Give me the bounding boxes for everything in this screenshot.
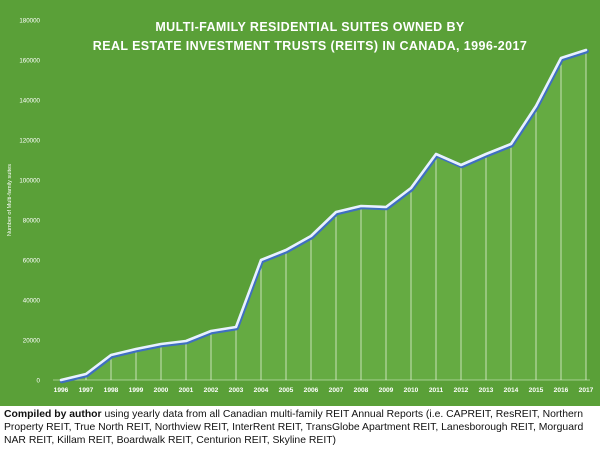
x-tick-label: 2000 — [154, 387, 169, 394]
y-axis-label: Number of Multi-family suites — [7, 164, 13, 236]
y-tick-label: 120000 — [19, 138, 40, 145]
x-tick-label: 2007 — [329, 387, 344, 394]
y-tick-label: 60000 — [23, 258, 41, 265]
x-tick-label: 2005 — [279, 387, 294, 394]
x-tick-label: 2006 — [304, 387, 319, 394]
x-tick-label: 2010 — [404, 387, 419, 394]
chart-title-line-1: MULTI-FAMILY RESIDENTIAL SUITES OWNED BY — [155, 20, 465, 34]
x-tick-label: 1997 — [79, 387, 94, 394]
y-tick-label: 100000 — [19, 178, 40, 185]
x-tick-label: 2002 — [204, 387, 219, 394]
area-fill — [61, 50, 586, 380]
y-tick-label: 40000 — [23, 298, 41, 305]
y-tick-label: 180000 — [19, 18, 40, 25]
x-tick-label: 1996 — [54, 387, 69, 394]
chart-area: 0 20000 40000 60000 80000 100000 120000 140000 1… — [0, 0, 600, 406]
x-tick-label: 2011 — [429, 387, 444, 394]
x-tick-label: 2016 — [554, 387, 569, 394]
x-tick-label: 2009 — [379, 387, 394, 394]
y-tick-label: 160000 — [19, 58, 40, 65]
x-tick-label: 2001 — [179, 387, 194, 394]
x-tick-label: 2017 — [579, 387, 594, 394]
series-line — [59, 48, 588, 382]
x-tick-label: 1998 — [104, 387, 119, 394]
x-tick-label: 2013 — [479, 387, 494, 394]
x-tick-label: 2003 — [229, 387, 244, 394]
y-tick-label: 80000 — [23, 218, 41, 225]
x-tick-label: 1999 — [129, 387, 144, 394]
chart-title-line-2: REAL ESTATE INVESTMENT TRUSTS (REITS) IN… — [92, 39, 528, 53]
x-tick-label: 2014 — [504, 387, 519, 394]
chart-title: MULTI-FAMILY RESIDENTIAL SUITES OWNED BY… — [60, 18, 560, 56]
source-caption: Compiled by author using yearly data fro… — [4, 408, 596, 447]
y-tick-label: 0 — [37, 378, 41, 385]
y-tick-label: 140000 — [19, 98, 40, 105]
x-tick-label: 2012 — [454, 387, 469, 394]
x-tick-label: 2004 — [254, 387, 269, 394]
series-line-shadow — [59, 49, 589, 384]
caption-bold-lead: Compiled by author — [4, 409, 102, 420]
chart-svg: 0 20000 40000 60000 80000 100000 120000 140000 1… — [7, 18, 594, 395]
y-tick-label: 20000 — [23, 338, 41, 345]
caption-text: using yearly data from all Canadian mult… — [4, 409, 584, 446]
x-tick-label: 2015 — [529, 387, 544, 394]
x-tick-label: 2008 — [354, 387, 369, 394]
